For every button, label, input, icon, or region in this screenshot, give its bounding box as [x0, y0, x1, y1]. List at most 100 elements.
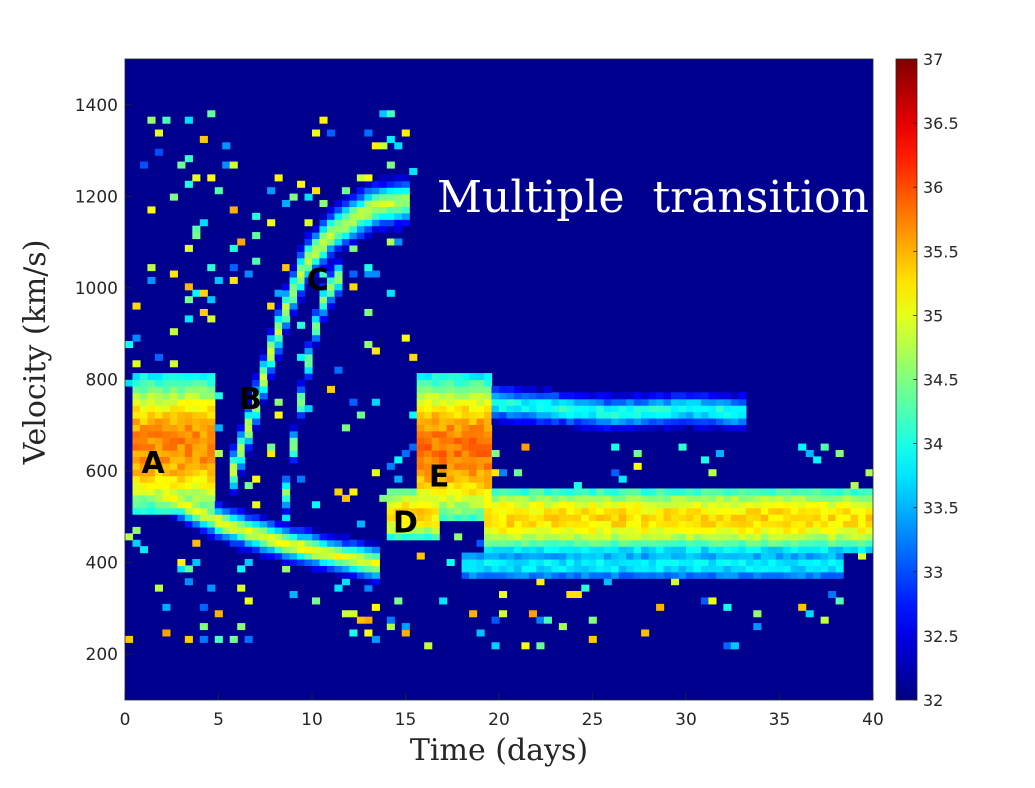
heatmap-cell: [775, 526, 784, 534]
heatmap-cell: [798, 571, 807, 579]
heatmap-cell: [304, 347, 313, 355]
heatmap-cell: [177, 475, 186, 483]
heatmap-cell: [394, 507, 403, 515]
heatmap-speck: [371, 270, 380, 278]
heatmap-cell: [326, 289, 336, 297]
heatmap-cell: [252, 539, 261, 547]
heatmap-cell: [603, 546, 612, 554]
heatmap-cell: [618, 488, 627, 496]
heatmap-cell: [611, 417, 620, 425]
heatmap-cell: [379, 193, 388, 201]
heatmap-cell: [611, 392, 620, 400]
x-tick-label: 35: [769, 710, 791, 730]
heatmap-cell: [244, 417, 253, 425]
heatmap-cell: [753, 501, 762, 509]
heatmap-cell: [476, 430, 485, 438]
heatmap-cell: [551, 520, 560, 528]
heatmap-cell: [439, 417, 448, 425]
heatmap-cell: [304, 366, 313, 374]
heatmap-speck: [401, 334, 410, 342]
heatmap-cell: [506, 565, 515, 573]
heatmap-cell: [708, 520, 717, 528]
heatmap-cell: [573, 488, 582, 496]
heatmap-cell: [596, 494, 605, 502]
heatmap-cell: [446, 456, 455, 464]
heatmap-cell: [513, 488, 523, 496]
heatmap-cell: [656, 571, 665, 579]
heatmap-cell: [312, 328, 321, 336]
heatmap-speck: [312, 597, 321, 605]
heatmap-cell: [244, 424, 253, 432]
heatmap-cell: [319, 533, 328, 541]
heatmap-cell: [603, 565, 612, 573]
heatmap-cell: [873, 546, 881, 553]
heatmap-cell: [760, 526, 769, 534]
heatmap-cell: [513, 571, 523, 579]
heatmap-cell: [783, 507, 792, 515]
heatmap-speck: [521, 642, 530, 650]
heatmap-cell: [139, 398, 149, 406]
heatmap-cell: [573, 494, 582, 502]
heatmap-cell: [132, 488, 141, 496]
heatmap-cell: [536, 552, 545, 560]
heatmap-cell: [431, 501, 440, 509]
heatmap-cell: [267, 526, 276, 534]
heatmap-cell: [648, 546, 657, 554]
heatmap-cell: [678, 571, 687, 579]
heatmap-cell: [536, 507, 545, 515]
heatmap-cell: [439, 385, 448, 393]
heatmap-cell: [798, 526, 807, 534]
heatmap-cell: [566, 565, 575, 573]
heatmap-cell: [730, 514, 739, 522]
heatmap-cell: [147, 392, 156, 400]
heatmap-speck: [349, 283, 358, 291]
heatmap-cell: [671, 539, 680, 547]
heatmap-cell: [506, 385, 515, 393]
heatmap-cell: [424, 392, 433, 400]
heatmap-cell: [244, 546, 253, 554]
heatmap-cell: [132, 424, 141, 432]
heatmap-cell: [416, 526, 425, 534]
heatmap-cell: [641, 558, 650, 566]
heatmap-cell: [663, 501, 672, 509]
heatmap-speck: [513, 469, 523, 477]
heatmap-cell: [678, 392, 687, 400]
heatmap-speck: [297, 321, 306, 329]
heatmap-cell: [132, 417, 141, 425]
heatmap-cell: [566, 392, 575, 400]
heatmap-cell: [476, 462, 485, 470]
heatmap-cell: [588, 494, 597, 502]
heatmap-cell: [424, 385, 433, 393]
x-tick-label: 10: [301, 710, 323, 730]
heatmap-cell: [401, 514, 410, 522]
heatmap-cell: [192, 475, 201, 483]
heatmap-speck: [334, 366, 343, 374]
heatmap-cell: [326, 533, 336, 541]
heatmap-cell: [775, 565, 784, 573]
heatmap-cell: [820, 546, 829, 554]
heatmap-cell: [154, 417, 163, 425]
heatmap-cell: [760, 488, 769, 496]
heatmap-cell: [244, 437, 253, 445]
heatmap-cell: [715, 558, 724, 566]
heatmap-cell: [663, 488, 672, 496]
heatmap-cell: [162, 456, 171, 464]
heatmap-speck: [386, 135, 395, 143]
heatmap-cell: [139, 456, 149, 464]
heatmap-cell: [454, 437, 463, 445]
heatmap-speck: [252, 475, 261, 483]
heatmap-cell: [431, 475, 440, 483]
heatmap-speck: [192, 558, 201, 566]
heatmap-cell: [521, 526, 530, 534]
heatmap-cell: [289, 283, 298, 291]
heatmap-speck: [386, 616, 395, 624]
heatmap-cell: [312, 238, 321, 246]
heatmap-cell: [656, 507, 665, 515]
heatmap-cell: [513, 558, 523, 566]
heatmap-cell: [513, 507, 523, 515]
heatmap-speck: [873, 617, 881, 624]
heatmap-cell: [671, 514, 680, 522]
heatmap-speck: [491, 616, 500, 624]
heatmap-cell: [551, 392, 560, 400]
heatmap-cell: [730, 520, 739, 528]
